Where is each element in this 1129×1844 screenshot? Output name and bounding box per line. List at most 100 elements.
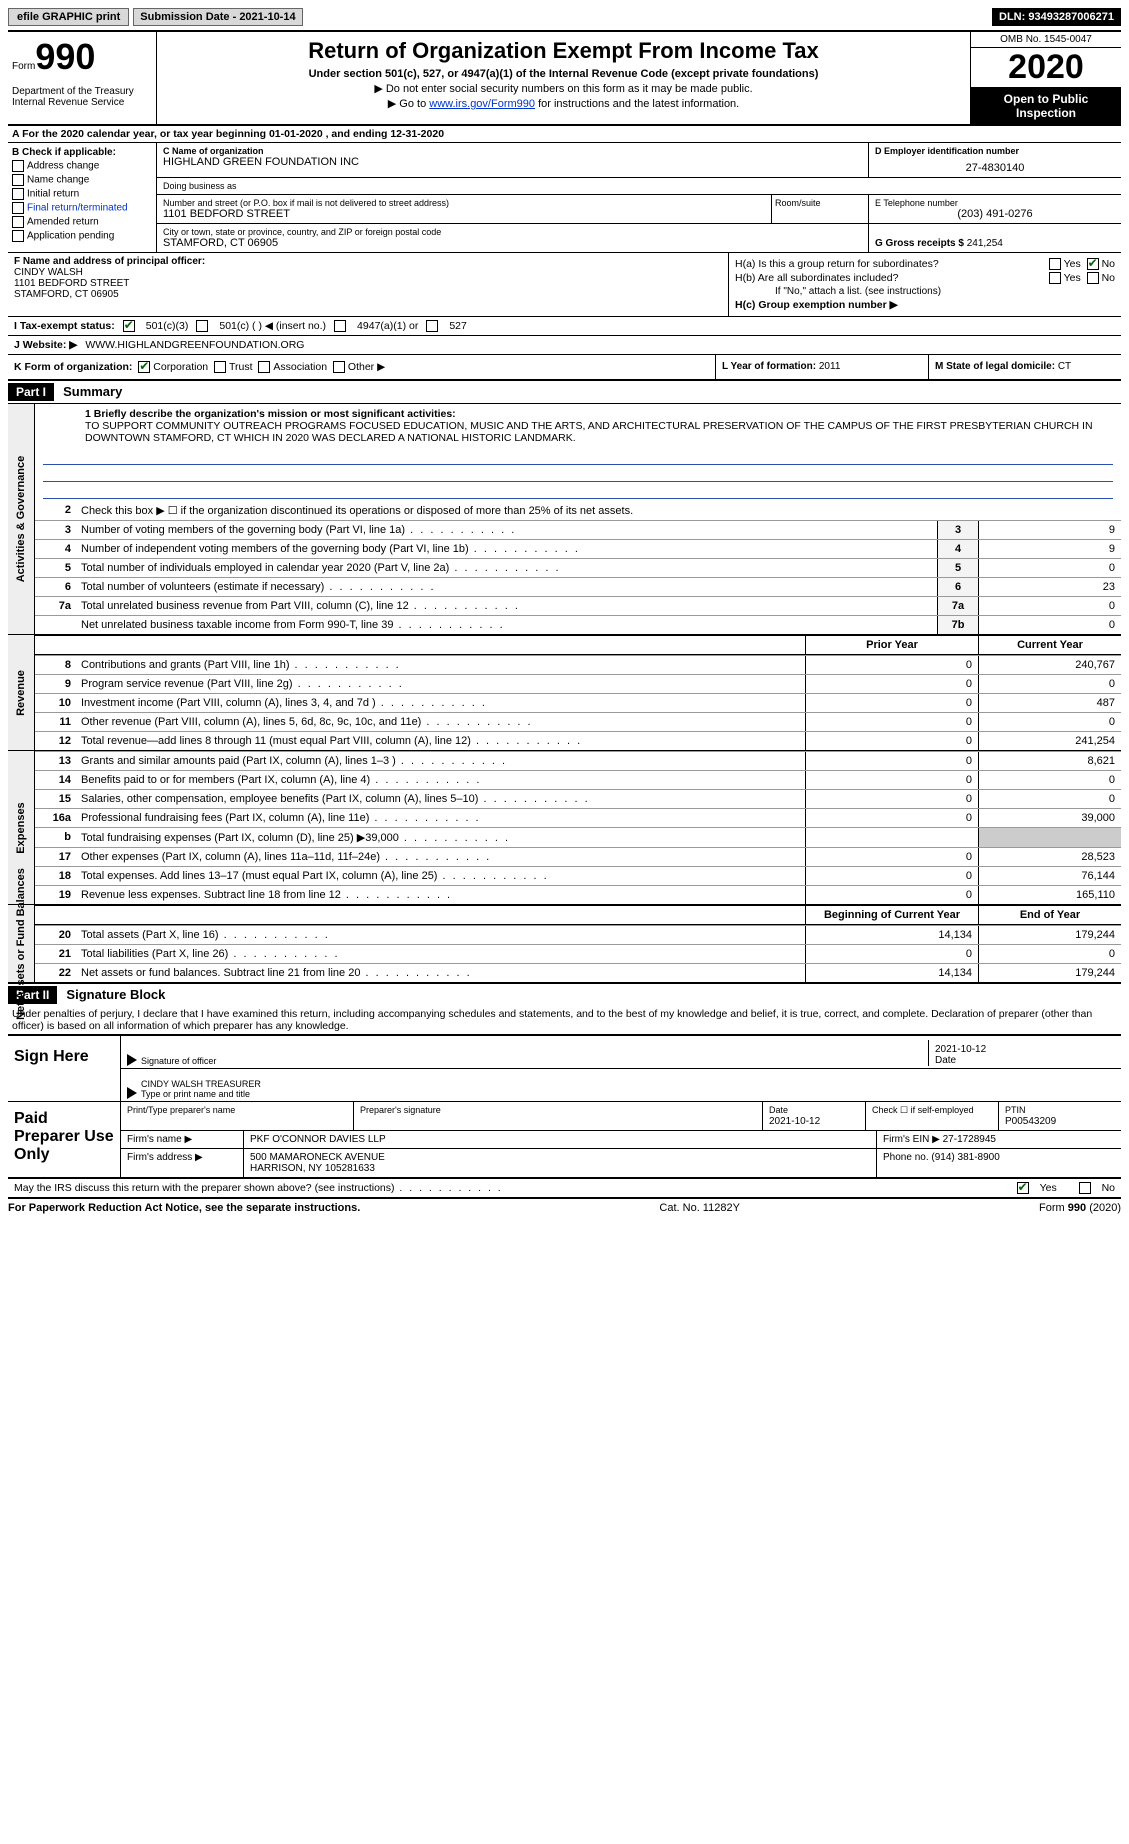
table-row: 7aTotal unrelated business revenue from … [35,596,1121,615]
firm-addr2: HARRISON, NY 105281633 [250,1163,375,1174]
form-word: Form [12,61,35,72]
table-row: 10Investment income (Part VIII, column (… [35,693,1121,712]
form-number: 990 [35,36,95,78]
chk-501c3[interactable] [123,320,135,332]
chk-final-return[interactable] [12,202,24,214]
signer-name: CINDY WALSH TREASURER [141,1079,1109,1089]
page-footer: For Paperwork Reduction Act Notice, see … [8,1199,1121,1217]
open-to-public-label: Open to Public Inspection [971,88,1121,124]
preparer-date: 2021-10-12 [769,1116,820,1127]
row-a-tax-year: A For the 2020 calendar year, or tax yea… [8,126,1121,143]
website-value: WWW.HIGHLANDGREENFOUNDATION.ORG [85,339,304,351]
submission-date-label: Submission Date - 2021-10-14 [133,8,302,26]
table-row: 9Program service revenue (Part VIII, lin… [35,674,1121,693]
section-net-assets: Net Assets or Fund Balances Beginning of… [8,905,1121,984]
chk-association[interactable] [258,361,270,373]
perjury-statement: Under penalties of perjury, I declare th… [8,1006,1121,1034]
omb-number: OMB No. 1545-0047 [971,32,1121,48]
firm-ein: 27-1728945 [943,1134,996,1145]
col-prior-year: Prior Year [805,636,978,654]
chk-trust[interactable] [214,361,226,373]
top-toolbar: efile GRAPHIC print Submission Date - 20… [8,8,1121,26]
chk-hb-no[interactable] [1087,272,1099,284]
col-current-year: Current Year [978,636,1121,654]
form-subtitle-1: Under section 501(c), 527, or 4947(a)(1)… [165,68,962,80]
section-governance: Activities & Governance 1 Briefly descri… [8,404,1121,635]
table-row: 22Net assets or fund balances. Subtract … [35,963,1121,982]
firm-name: PKF O'CONNOR DAVIES LLP [244,1131,877,1148]
identity-block: B Check if applicable: Address change Na… [8,143,1121,253]
sign-date: 2021-10-12 [935,1044,1115,1055]
phone-value: (203) 491-0276 [875,208,1115,220]
table-row: 18Total expenses. Add lines 13–17 (must … [35,866,1121,885]
row-j-website: J Website: ▶ WWW.HIGHLANDGREENFOUNDATION… [8,336,1121,355]
sign-here-block: Sign Here Signature of officer 2021-10-1… [8,1034,1121,1102]
instructions-link[interactable]: www.irs.gov/Form990 [429,98,535,110]
room-suite-label: Room/suite [771,195,868,223]
chk-amended-return[interactable] [12,216,24,228]
ein-value: 27-4830140 [875,156,1115,174]
vtab-expenses: Expenses [15,802,27,853]
tax-year: 2020 [971,48,1121,88]
chk-name-change[interactable] [12,174,24,186]
efile-print-button[interactable]: efile GRAPHIC print [8,8,129,26]
table-row: 12Total revenue—add lines 8 through 11 (… [35,731,1121,750]
chk-527[interactable] [426,320,438,332]
mission-blank-lines [35,450,1121,499]
chk-address-change[interactable] [12,160,24,172]
table-row: 11Other revenue (Part VIII, column (A), … [35,712,1121,731]
table-row: 21Total liabilities (Part X, line 26)00 [35,944,1121,963]
chk-4947a1[interactable] [334,320,346,332]
form-subtitle-2: ▶ Do not enter social security numbers o… [165,82,962,95]
table-row: 15Salaries, other compensation, employee… [35,789,1121,808]
table-row: Net unrelated business taxable income fr… [35,615,1121,634]
table-row: 16aProfessional fundraising fees (Part I… [35,808,1121,827]
ptin-value: P00543209 [1005,1116,1056,1127]
chk-discuss-no[interactable] [1079,1182,1091,1194]
chk-discuss-yes[interactable] [1017,1182,1029,1194]
city-state-zip: STAMFORD, CT 06905 [163,237,862,249]
form-header: Form 990 Department of the Treasury Inte… [8,30,1121,126]
table-row: bTotal fundraising expenses (Part IX, co… [35,827,1121,847]
table-row: 13Grants and similar amounts paid (Part … [35,751,1121,770]
col-begin-year: Beginning of Current Year [805,906,978,924]
table-row: 14Benefits paid to or for members (Part … [35,770,1121,789]
row-i-tax-status: I Tax-exempt status: 501(c)(3) 501(c) ( … [8,317,1121,336]
chk-ha-yes[interactable] [1049,258,1061,270]
officer-addr2: STAMFORD, CT 06905 [14,289,119,300]
firm-phone: (914) 381-8900 [931,1152,999,1163]
chk-self-employed[interactable]: Check ☐ if self-employed [866,1102,999,1130]
table-row: 19Revenue less expenses. Subtract line 1… [35,885,1121,904]
form-subtitle-3: ▶ Go to www.irs.gov/Form990 for instruct… [165,97,962,110]
year-formation: 2011 [819,361,841,372]
chk-other[interactable] [333,361,345,373]
chk-corporation[interactable] [138,361,150,373]
officer-name: CINDY WALSH [14,267,83,278]
section-revenue: Revenue Prior Year Current Year 8Contrib… [8,635,1121,751]
discuss-row: May the IRS discuss this return with the… [8,1179,1121,1199]
table-row: 17Other expenses (Part IX, column (A), l… [35,847,1121,866]
org-name: HIGHLAND GREEN FOUNDATION INC [163,156,862,168]
arrow-icon [127,1087,137,1099]
table-row: 3Number of voting members of the governi… [35,520,1121,539]
officer-addr1: 1101 BEDFORD STREET [14,278,129,289]
chk-application-pending[interactable] [12,230,24,242]
table-row: 4Number of independent voting members of… [35,539,1121,558]
mission-text: TO SUPPORT COMMUNITY OUTREACH PROGRAMS F… [85,420,1093,444]
vtab-governance: Activities & Governance [15,456,27,583]
table-row: 5Total number of individuals employed in… [35,558,1121,577]
chk-ha-no[interactable] [1087,258,1099,270]
state-domicile: CT [1058,361,1071,372]
section-expenses: Expenses 13Grants and similar amounts pa… [8,751,1121,905]
chk-501c[interactable] [196,320,208,332]
part-1-header: Part I Summary [8,381,1121,404]
officer-group-block: F Name and address of principal officer:… [8,253,1121,317]
chk-initial-return[interactable] [12,188,24,200]
gross-receipts: 241,254 [967,238,1003,249]
row-klm: K Form of organization: Corporation Trus… [8,355,1121,381]
form-title: Return of Organization Exempt From Incom… [165,38,962,64]
arrow-icon [127,1054,137,1066]
vtab-net-assets: Net Assets or Fund Balances [15,868,27,1020]
col-end-year: End of Year [978,906,1121,924]
chk-hb-yes[interactable] [1049,272,1061,284]
